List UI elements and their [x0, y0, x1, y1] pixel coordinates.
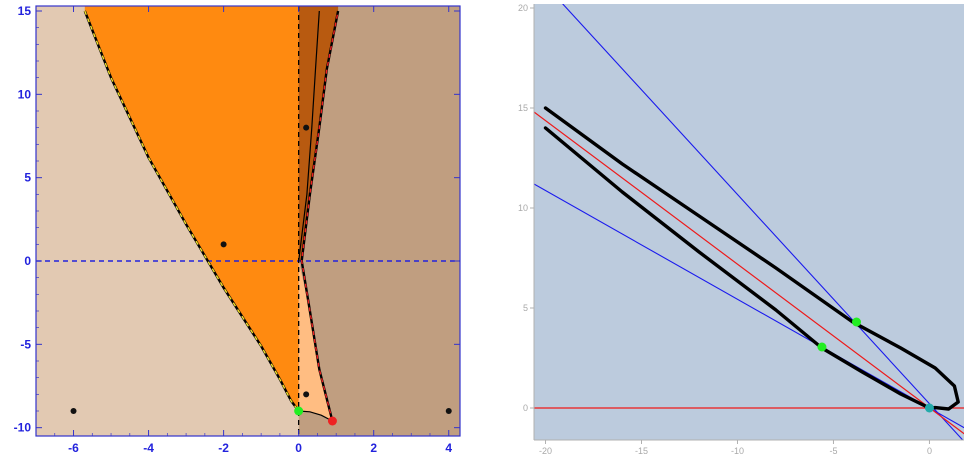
y-tick-label: 10 — [18, 87, 32, 101]
y-tick-label: 5 — [24, 171, 31, 185]
line-plot-svg: -20 -15 -10 -5 0 0 5 10 15 20 — [500, 0, 964, 460]
x-tick-label: -20 — [539, 446, 552, 456]
series-line-black-thick — [543, 106, 960, 411]
orange-region — [84, 6, 299, 411]
data-point — [220, 241, 227, 248]
x-tick-label: -10 — [731, 446, 744, 456]
y-tick-label: 10 — [518, 203, 528, 213]
y-tick-label: 20 — [518, 3, 528, 13]
data-point — [327, 416, 337, 426]
data-point — [303, 391, 310, 398]
y-tick-label: 5 — [523, 303, 528, 313]
y-tick-label: 15 — [518, 103, 528, 113]
data-point — [924, 403, 934, 413]
x-tick-label: 4 — [445, 441, 452, 455]
series-line-blue — [562, 4, 964, 440]
series-line-red — [534, 111, 964, 435]
plot-background — [534, 4, 964, 440]
data-point — [817, 342, 827, 352]
plot-area — [36, 6, 460, 436]
data-point — [852, 317, 861, 327]
parabola-curve-dashes — [84, 10, 300, 412]
x-tick-label: -4 — [143, 441, 154, 455]
region-plot-left: -6 -4 -2 0 2 4 -10 -5 0 5 10 15 — [0, 0, 470, 460]
data-point — [294, 406, 304, 416]
y-tick-label: 0 — [523, 403, 528, 413]
line-plot-right: -20 -15 -10 -5 0 0 5 10 15 20 — [500, 0, 964, 460]
y-tick-label: 0 — [24, 254, 31, 268]
x-tick-label: -15 — [635, 446, 648, 456]
cusp-bottom-curve — [298, 410, 333, 422]
y-tick-label: -5 — [20, 337, 31, 351]
plot-area — [534, 4, 964, 440]
right-curve-dashes — [300, 10, 339, 422]
plot-frame — [35, 5, 461, 437]
x-tick-label: -2 — [218, 441, 229, 455]
series-line-black-thick — [543, 126, 932, 410]
data-point — [445, 408, 452, 414]
series-line-blue — [534, 183, 964, 429]
y-tick-label: 15 — [18, 4, 32, 18]
x-tick-label: -6 — [68, 441, 79, 455]
inner-boundary-curve — [298, 10, 320, 262]
x-tick-label: -5 — [829, 446, 837, 456]
x-tick-label: 0 — [927, 446, 932, 456]
x-tick-label: 0 — [295, 441, 302, 455]
x-tick-label: 2 — [370, 441, 377, 455]
y-tick-label: -10 — [14, 421, 32, 435]
data-point — [70, 408, 77, 414]
region-plot-svg: -6 -4 -2 0 2 4 -10 -5 0 5 10 15 — [14, 4, 461, 455]
data-point — [303, 124, 310, 131]
